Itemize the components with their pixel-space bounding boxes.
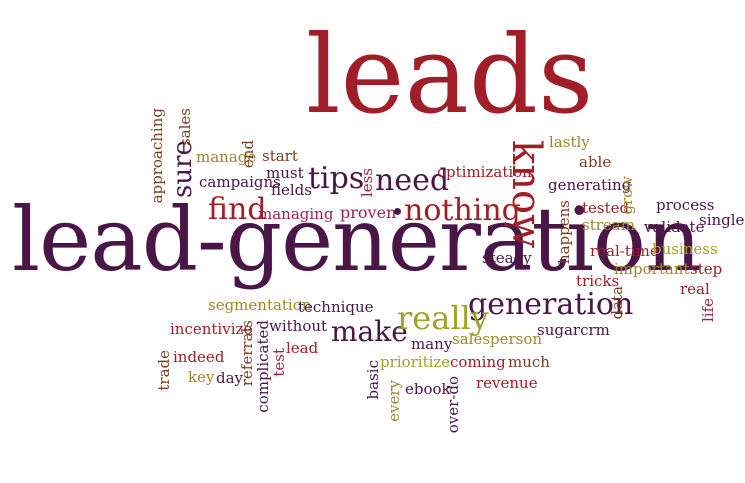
- word-important: important: [614, 260, 690, 278]
- word-data: data: [608, 286, 626, 320]
- word-steady: steady: [482, 249, 532, 267]
- word-step: step: [690, 260, 723, 278]
- word-ebook: ebook: [405, 380, 451, 398]
- bullet-dot: [394, 208, 401, 215]
- word-key: key: [188, 368, 215, 386]
- word-without: without: [269, 317, 328, 335]
- word-make: make: [331, 315, 408, 348]
- word-sure: sure: [168, 140, 198, 198]
- word-sales: sales: [176, 108, 194, 147]
- word-business: business: [652, 240, 718, 258]
- word-able: able: [579, 153, 612, 171]
- word-approaching: approaching: [148, 108, 166, 204]
- word-proven: proven: [340, 203, 397, 222]
- word-referrals: referrals: [238, 320, 256, 387]
- word-tested: tested: [582, 199, 630, 217]
- word-coming: coming: [450, 353, 506, 371]
- word-many: many: [411, 335, 453, 353]
- word-campaigns: campaigns: [199, 173, 281, 191]
- word-know: know: [503, 140, 549, 249]
- word-generating: generating: [548, 176, 632, 194]
- word-over-do: over-do: [444, 376, 462, 434]
- word-technique: technique: [298, 298, 374, 316]
- word-start: start: [262, 147, 298, 165]
- word-salesperson: salesperson: [452, 330, 543, 348]
- word-real: real: [680, 280, 710, 298]
- word-every: every: [385, 380, 403, 422]
- word-stream: stream: [582, 216, 635, 234]
- word-managing: managing: [258, 205, 334, 223]
- word-nothing: nothing: [404, 193, 521, 228]
- word-segmentation: segmentation: [208, 296, 312, 314]
- word-revenue: revenue: [476, 374, 538, 392]
- word-fields: fields: [271, 181, 312, 199]
- word-generation: generation: [468, 287, 634, 322]
- word-sugarcrm: sugarcrm: [537, 321, 610, 339]
- word-manage: manage: [196, 148, 257, 166]
- word-much: much: [508, 353, 550, 371]
- word-must: must: [266, 164, 304, 182]
- word-optimization: optimization: [437, 163, 532, 181]
- word-lead-generation: lead-generation: [12, 188, 702, 291]
- word-incentivize: incentivize: [170, 320, 253, 338]
- word-complicated: complicated: [254, 320, 272, 413]
- word-grow: grow: [618, 176, 636, 215]
- word-single: single: [699, 211, 745, 229]
- word-life: life: [699, 298, 717, 323]
- word-need: need: [375, 163, 450, 198]
- word-trade: trade: [155, 350, 173, 391]
- word-validate: validate: [644, 218, 705, 236]
- word-real-time: real-time: [590, 242, 659, 260]
- word-really: really: [397, 299, 489, 337]
- word-basic: basic: [364, 360, 382, 400]
- word-process: process: [656, 196, 715, 214]
- word-leads: leads: [306, 13, 594, 138]
- word-tricks: tricks: [576, 272, 620, 290]
- word-happens: happens: [555, 200, 573, 265]
- word-prioritize: prioritize: [380, 353, 451, 371]
- word-test: test: [270, 348, 288, 377]
- word-less: less: [358, 168, 376, 198]
- word-end: end: [239, 140, 257, 169]
- word-day: day: [216, 369, 244, 387]
- word-indeed: indeed: [173, 348, 225, 366]
- word-lead: lead: [286, 339, 319, 357]
- word-find: find: [208, 192, 267, 227]
- word-tips: tips: [308, 161, 365, 196]
- word-lastly: lastly: [549, 133, 590, 151]
